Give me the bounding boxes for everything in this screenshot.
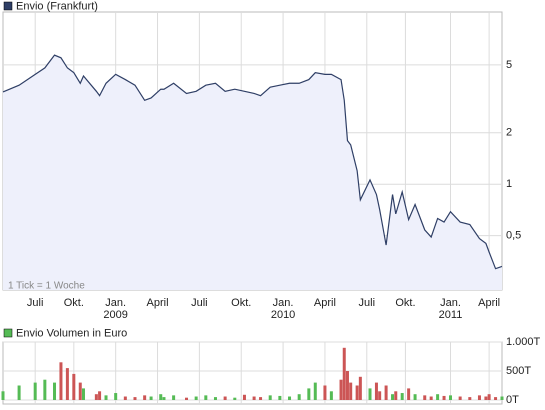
x-tick-label: Jan. — [273, 297, 294, 309]
legend-swatch — [3, 1, 13, 11]
volume-bar — [59, 362, 63, 400]
volume-bar — [429, 396, 433, 400]
volume-bar — [252, 396, 256, 400]
volume-bar — [65, 368, 69, 400]
volume-bar — [17, 385, 21, 400]
x-year-label: 2010 — [271, 309, 295, 321]
x-year-label: 2011 — [439, 309, 463, 321]
volume-bar — [307, 388, 311, 400]
volume-bar — [358, 376, 362, 400]
volume-bar — [297, 394, 301, 400]
volume-bar — [78, 382, 82, 400]
volume-bar — [458, 396, 462, 400]
volume-bar — [268, 395, 272, 400]
x-tick-label: April — [314, 297, 336, 309]
x-tick-label: Okt. — [395, 297, 415, 309]
volume-bar — [172, 395, 176, 400]
legend-label: Envio (Frankfurt) — [16, 0, 98, 12]
x-tick-label: Jan. — [105, 297, 126, 309]
y-tick-label: 2 — [506, 127, 512, 139]
volume-bar — [43, 379, 47, 400]
volume-bar — [185, 397, 189, 400]
volume-bar — [374, 382, 378, 400]
y-tick-label: 1.000T — [506, 336, 541, 348]
volume-bar — [72, 373, 76, 400]
y-tick-label: 5 — [506, 59, 512, 71]
annotation: 1 Tick = 1 Woche — [8, 281, 85, 292]
volume-bar — [487, 394, 491, 400]
volume-bar — [339, 379, 343, 400]
volume-bar — [233, 397, 237, 400]
volume-bar — [313, 382, 317, 400]
y-tick-label: 1 — [506, 178, 512, 190]
volume-bar — [345, 371, 349, 400]
volume-bar — [94, 394, 98, 400]
volume-bar — [149, 396, 153, 400]
volume-bar — [98, 391, 102, 400]
volume-group: 0T 500T 1.000T — [1, 336, 541, 406]
x-tick-label: Juli — [191, 297, 208, 309]
x-tick-label: Juli — [359, 297, 376, 309]
volume-bar — [413, 394, 417, 400]
volume-bar — [114, 393, 118, 400]
legend-label: Envio Volumen in Euro — [16, 327, 127, 339]
x-tick-label: April — [147, 297, 169, 309]
volume-bar — [423, 395, 427, 400]
volume-bar — [484, 396, 488, 400]
volume-bar — [194, 396, 198, 400]
volume-bar — [494, 397, 498, 400]
volume-bar — [159, 394, 163, 400]
volume-bar — [133, 397, 137, 400]
line — [2, 54, 503, 270]
x-tick-label: Okt. — [64, 297, 84, 309]
volume-bar — [1, 391, 5, 400]
volume-bar — [162, 397, 166, 400]
volume-bar — [394, 391, 398, 400]
volume-bar — [400, 393, 404, 400]
x-tick-label: Okt. — [231, 297, 251, 309]
volume-bar — [436, 394, 440, 400]
volume-bar — [323, 385, 327, 400]
volume-bar — [123, 396, 127, 400]
volume-bar — [213, 397, 217, 400]
volume-bar — [204, 395, 208, 400]
y-tick-label: 0T — [506, 394, 519, 406]
volume-bar — [104, 395, 108, 400]
volume-bar — [391, 394, 395, 400]
price-group: 0,5 1 2 5 Juli Okt. Jan. April Juli Okt. Jan. April… — [2, 12, 521, 321]
legend-swatch — [3, 328, 13, 338]
x-tick-label: April — [478, 297, 500, 309]
volume-bar — [242, 394, 246, 400]
volume-bar — [342, 347, 346, 400]
volume-bar — [223, 396, 227, 400]
volume-bar — [468, 397, 472, 400]
volume-bar — [448, 395, 452, 400]
volume-bar — [288, 396, 292, 400]
volume-bar — [384, 385, 388, 400]
volume-bar — [500, 396, 504, 400]
volume-bar — [407, 388, 411, 400]
x-tick-label: Jan. — [440, 297, 461, 309]
volume-bar — [378, 391, 382, 400]
volume-bar — [278, 395, 282, 400]
volume-bar — [368, 388, 372, 400]
volume-bar — [477, 395, 481, 400]
volume-bar — [349, 382, 353, 400]
y-tick-label: 0,5 — [506, 229, 521, 241]
volume-panel — [2, 341, 503, 405]
volume-bar — [355, 385, 359, 400]
volume-bar — [53, 382, 57, 400]
x-year-label: 2009 — [103, 309, 127, 321]
area — [3, 55, 502, 290]
volume-bar — [81, 388, 85, 400]
volume-bar — [259, 397, 263, 400]
volume-bar — [442, 395, 446, 400]
y-tick-label: 500T — [506, 365, 531, 377]
x-tick-label: Juli — [27, 297, 44, 309]
volume-bar — [143, 395, 147, 400]
volume-bar — [329, 391, 333, 400]
volume-bar — [33, 382, 37, 400]
